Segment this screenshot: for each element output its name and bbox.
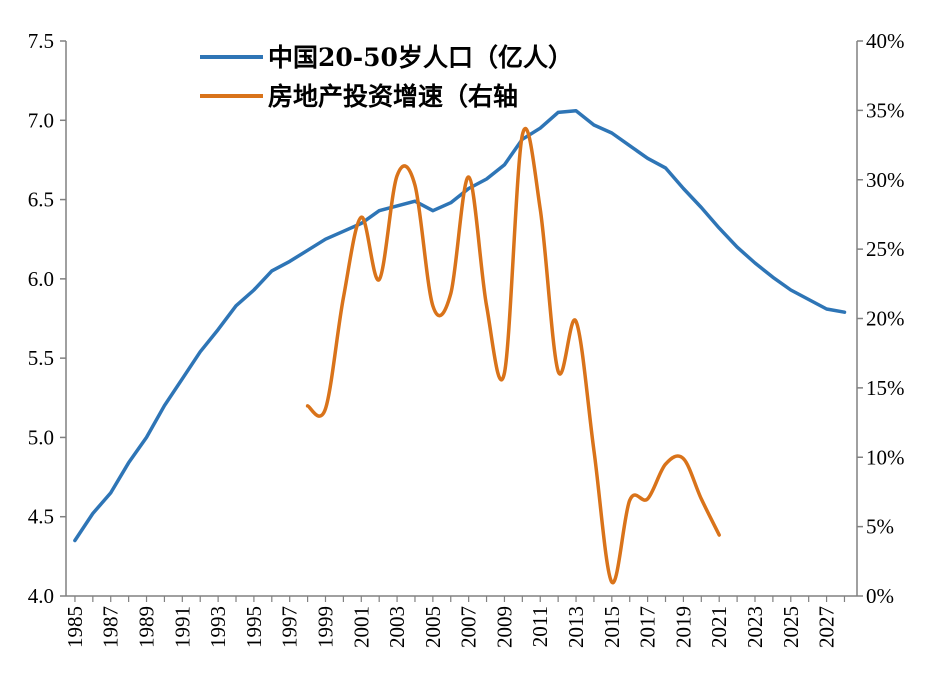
right-tick-label: 5% xyxy=(866,515,894,539)
right-tick-label: 10% xyxy=(866,445,905,469)
x-tick-label: 2001 xyxy=(349,606,373,648)
left-tick-label: 7.0 xyxy=(28,108,54,132)
legend-label-population: 中国20-50岁人口（亿人） xyxy=(268,43,573,72)
right-tick-label: 30% xyxy=(866,168,905,192)
right-tick-label: 15% xyxy=(866,376,905,400)
series-line-investment xyxy=(305,126,721,585)
x-tick-label: 2011 xyxy=(528,606,552,647)
x-tick-label: 2003 xyxy=(385,606,409,648)
left-tick-label: 7.5 xyxy=(28,29,54,53)
x-tick-label: 2019 xyxy=(671,606,695,648)
x-tick-label: 2009 xyxy=(492,606,516,648)
legend: 中国20-50岁人口（亿人） 房地产投资增速（右轴 xyxy=(200,43,573,111)
left-y-ticks: 4.0 4.5 5.0 5.5 6.0 6.5 7.0 7.5 xyxy=(28,29,66,608)
x-tick-label: 2025 xyxy=(779,606,803,648)
x-tick-label: 2023 xyxy=(743,606,767,648)
left-tick-label: 4.5 xyxy=(28,505,54,529)
x-tick-label: 1985 xyxy=(63,606,87,648)
right-tick-label: 20% xyxy=(866,307,905,331)
right-tick-label: 35% xyxy=(866,98,905,122)
x-tick-label: 2007 xyxy=(457,606,481,648)
x-tick-label: 1989 xyxy=(135,606,159,648)
right-y-ticks: 0% 5% 10% 15% 20% 25% 30% 35% 40% xyxy=(857,29,905,608)
x-tick-label: 1987 xyxy=(99,606,123,648)
x-tick-label: 2021 xyxy=(707,606,731,648)
left-tick-label: 6.0 xyxy=(28,267,54,291)
series-layer xyxy=(73,109,847,585)
x-tick-label: 2017 xyxy=(636,606,660,648)
left-tick-label: 5.0 xyxy=(28,425,54,449)
x-tick-label: 1999 xyxy=(313,606,337,648)
x-tick-label: 2013 xyxy=(564,606,588,648)
series-line-population xyxy=(73,109,847,543)
legend-label-investment: 房地产投资增速（右轴 xyxy=(268,82,518,111)
x-tick-label: 2005 xyxy=(421,606,445,648)
x-tick-label: 1993 xyxy=(206,606,230,648)
right-tick-label: 0% xyxy=(866,584,894,608)
x-ticks: 1985 1987 1989 1991 1993 1995 1997 1999 2001 2003… xyxy=(63,596,846,648)
left-tick-label: 5.5 xyxy=(28,346,54,370)
x-tick-label: 1991 xyxy=(170,606,194,648)
x-tick-label: 2027 xyxy=(815,606,839,648)
right-tick-label: 40% xyxy=(866,29,905,53)
axes xyxy=(65,41,858,597)
right-tick-label: 25% xyxy=(866,237,905,261)
x-tick-label: 1995 xyxy=(242,606,266,648)
x-tick-label: 2015 xyxy=(600,606,624,648)
left-tick-label: 6.5 xyxy=(28,188,54,212)
x-tick-label: 1997 xyxy=(278,606,302,648)
left-tick-label: 4.0 xyxy=(28,584,54,608)
